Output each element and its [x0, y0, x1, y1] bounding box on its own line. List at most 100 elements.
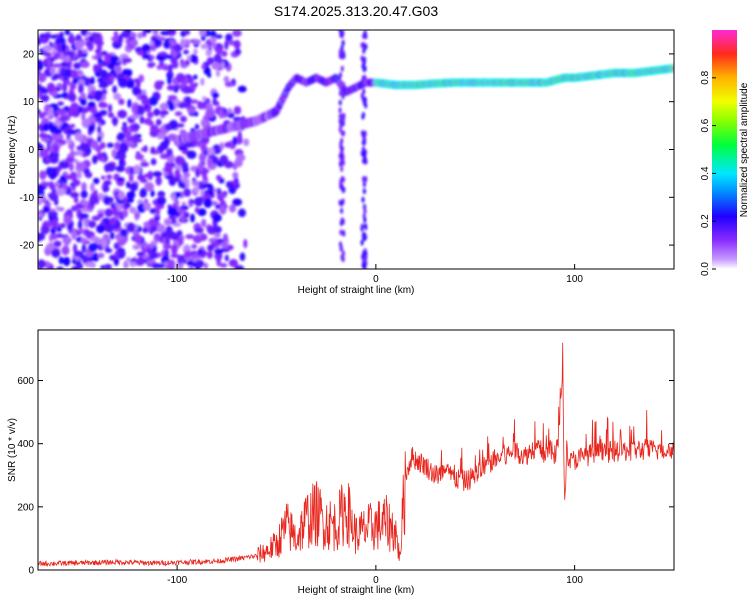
heatmap-cell: [91, 140, 99, 150]
heatmap-cell: [49, 66, 56, 75]
heatmap-cell: [339, 157, 343, 164]
heatmap-cell: [87, 101, 96, 107]
snr-series-line: [38, 342, 674, 567]
chart-title: S174.2025.313.20.47.G03: [274, 3, 438, 19]
heatmap-cell: [55, 206, 61, 211]
heatmap-cell: [58, 115, 68, 123]
heatmap-cell: [363, 216, 367, 223]
heatmap-cell: [88, 85, 96, 91]
heatmap-y-tick-label: 10: [23, 97, 35, 108]
heatmap-cell: [362, 232, 366, 239]
heatmap-cell: [164, 219, 172, 226]
colorbar-tick-label: 0.4: [700, 166, 711, 180]
heatmap-cell: [342, 186, 346, 193]
heatmap-cell: [51, 91, 58, 96]
heatmap-cell: [139, 188, 146, 198]
heatmap-cell: [215, 47, 223, 55]
heatmap-cell: [55, 109, 65, 115]
heatmap-cell: [167, 94, 178, 101]
heatmap-cell: [200, 144, 208, 153]
heatmap-cell: [121, 161, 126, 167]
heatmap-cell: [163, 41, 171, 47]
heatmap-cell: [55, 133, 64, 140]
heatmap-cell: [339, 245, 343, 252]
heatmap-cell: [122, 209, 129, 218]
heatmap-cell: [156, 133, 167, 140]
colorbar-tick-label: 0.6: [700, 118, 711, 132]
heatmap-cell: [164, 123, 173, 131]
heatmap-cell: [83, 77, 92, 87]
heatmap-cell: [205, 49, 212, 57]
heatmap-cell: [76, 161, 86, 172]
heatmap-cell: [171, 244, 178, 255]
heatmap-cell: [59, 175, 67, 181]
heatmap-cell: [147, 170, 154, 181]
heatmap-cell: [63, 214, 72, 225]
heatmap-cell: [124, 130, 132, 141]
heatmap-cell: [65, 157, 75, 163]
heatmap-cell: [340, 65, 344, 72]
heatmap-cell: [143, 118, 153, 125]
heatmap-cell: [164, 54, 174, 59]
heatmap-cell: [158, 193, 164, 199]
heatmap-cell: [200, 43, 209, 50]
heatmap-cell: [143, 201, 152, 211]
heatmap-cell: [201, 218, 207, 228]
heatmap-cell: [156, 196, 167, 206]
heatmap-cell: [237, 131, 242, 139]
heatmap-cell: [121, 30, 131, 38]
heatmap-cell: [152, 30, 159, 36]
heatmap-cell: [112, 85, 118, 94]
heatmap-cell: [233, 39, 241, 49]
heatmap-cell: [137, 106, 145, 116]
heatmap-cell: [38, 132, 48, 139]
snr-y-ticks: 0 200 400 600: [17, 376, 674, 577]
heatmap-cell: [167, 231, 177, 240]
heatmap-cell: [54, 181, 61, 188]
heatmap-cell: [338, 199, 342, 206]
heatmap-cell: [340, 45, 344, 52]
heatmap-cell: [228, 259, 239, 268]
heatmap-cell: [49, 155, 59, 164]
heatmap-cell: [39, 86, 47, 94]
heatmap-cell: [213, 232, 221, 238]
heatmap-cell: [143, 145, 148, 153]
heatmap-cell: [142, 226, 149, 234]
heatmap-cell: [41, 181, 51, 187]
heatmap-cell: [149, 124, 159, 133]
heatmap-cell: [88, 243, 98, 253]
heatmap-cell: [79, 98, 86, 105]
heatmap-cell: [227, 112, 235, 119]
heatmap-cell: [133, 164, 141, 175]
heatmap-cell: [104, 223, 114, 233]
heatmap-cell: [159, 141, 169, 151]
heatmap-cell: [166, 74, 172, 85]
heatmap-cell: [341, 218, 345, 225]
heatmap-cell: [70, 102, 80, 113]
heatmap-cell: [174, 164, 182, 171]
snr-x-label: Height of straight line (km): [298, 585, 415, 596]
heatmap-cell: [39, 148, 49, 158]
heatmap-cell: [81, 207, 88, 213]
heatmap-cell: [67, 225, 73, 231]
heatmap-cell: [126, 191, 134, 200]
heatmap-cell: [38, 124, 44, 130]
heatmap-cell: [129, 38, 139, 47]
heatmap-cell: [362, 135, 366, 142]
heatmap-cell: [148, 248, 154, 258]
heatmap-cell: [232, 171, 239, 180]
heatmap-cell: [45, 243, 55, 251]
heatmap-cell: [209, 30, 217, 38]
heatmap-cell: [92, 155, 98, 165]
heatmap-cell: [340, 31, 344, 38]
heatmap-cell: [364, 43, 368, 50]
heatmap-cell: [342, 229, 346, 236]
heatmap-cell: [211, 62, 221, 70]
heatmap-cell: [338, 126, 342, 133]
heatmap-cell: [362, 176, 366, 183]
heatmap-cell: [114, 65, 122, 74]
heatmap-cell: [204, 30, 211, 37]
heatmap-cell: [126, 69, 133, 77]
heatmap-cell: [54, 128, 62, 136]
heatmap-cell: [97, 125, 102, 134]
